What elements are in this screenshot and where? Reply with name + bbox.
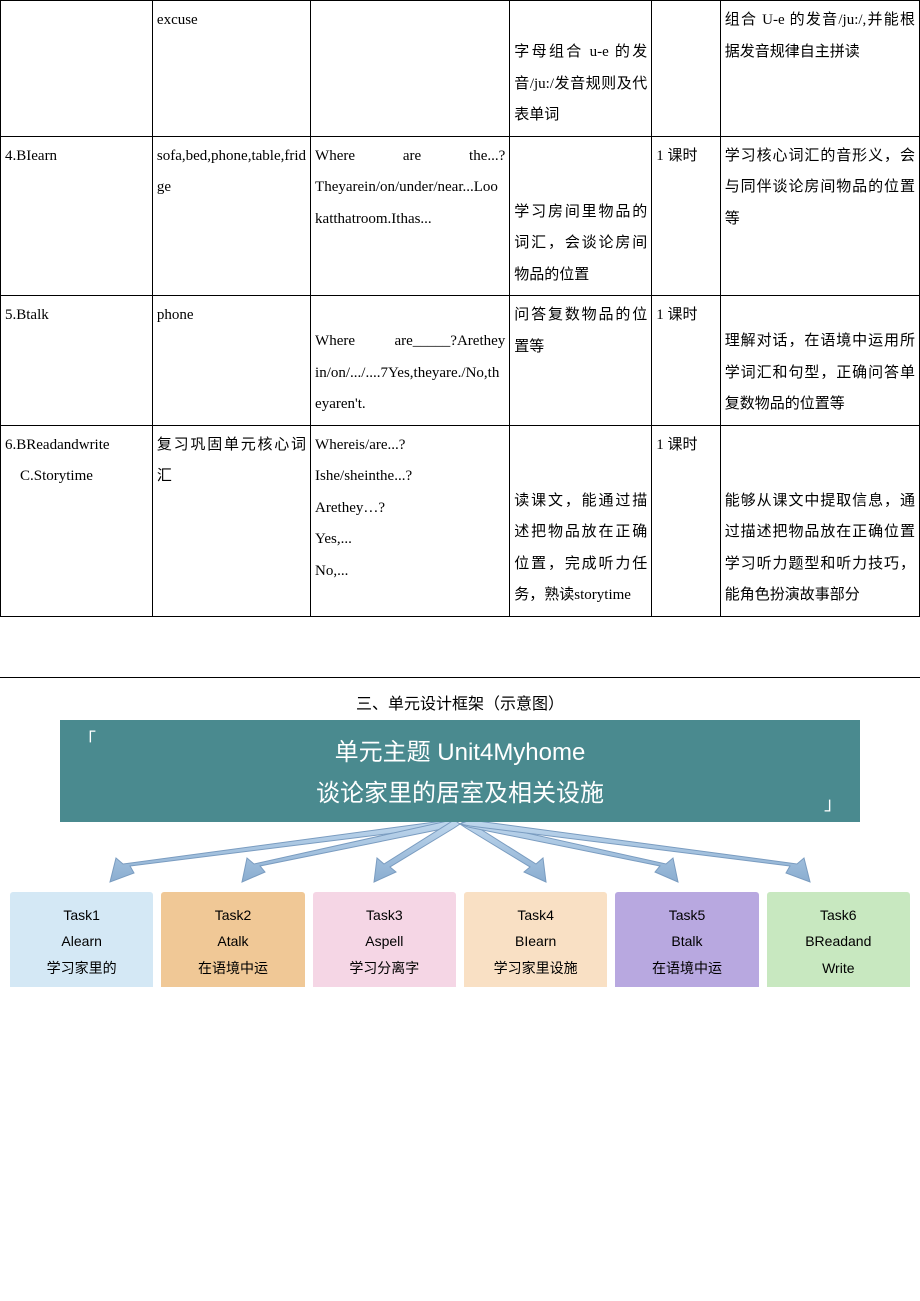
task-desc: 学习家里设施 <box>468 955 603 982</box>
cell: 能够从课文中提取信息，通过描述把物品放在正确位置学习听力题型和听力技巧，能角色扮… <box>720 425 919 616</box>
cell: 字母组合 u-e 的发音/ju:/发音规则及代表单词 <box>510 1 652 137</box>
theme-subtitle: 谈论家里的居室及相关设施 <box>80 773 840 808</box>
arrow-icon <box>242 822 460 882</box>
cell: 6.BReadandwrite C.Storytime <box>1 425 153 616</box>
cell: 5.Btalk <box>1 296 153 426</box>
cell: 1 课时 <box>652 136 720 296</box>
task-title: Task3 <box>317 902 452 929</box>
cell <box>1 1 153 137</box>
cell: phone <box>152 296 310 426</box>
cell: 学习房间里物品的词汇，会谈论房间物品的位置 <box>510 136 652 296</box>
task-sub: Aspell <box>317 928 452 955</box>
cell: 1 课时 <box>652 296 720 426</box>
arrows-svg <box>60 822 860 892</box>
arrow-icon <box>460 822 678 882</box>
cell: Where are_____?Arethey in/on/.../....7Ye… <box>311 296 510 426</box>
task-sub: Atalk <box>165 928 300 955</box>
task-sub: BIearn <box>468 928 603 955</box>
curriculum-table: excuse 字母组合 u-e 的发音/ju:/发音规则及代表单词 组合 U-e… <box>0 0 920 617</box>
corner-bracket-right-icon: 」 <box>824 790 842 816</box>
task-sub: BReadand Write <box>771 928 906 981</box>
task-desc: 学习家里的 <box>14 955 149 982</box>
cell: sofa,bed,phone,table,fridge <box>152 136 310 296</box>
table-body: excuse 字母组合 u-e 的发音/ju:/发音规则及代表单词 组合 U-e… <box>1 1 920 617</box>
cell: Whereis/are...? Ishe/sheinthe...? Arethe… <box>311 425 510 616</box>
table-row: 6.BReadandwrite C.Storytime 复习巩固单元核心词汇 W… <box>1 425 920 616</box>
table-row: 4.BIearn sofa,bed,phone,table,fridge Whe… <box>1 136 920 296</box>
task-box: Task3Aspell学习分离字 <box>313 892 456 988</box>
task-title: Task5 <box>619 902 754 929</box>
task-box: Task5Btalk在语境中运 <box>615 892 758 988</box>
corner-bracket-left-icon: 「 <box>78 726 96 752</box>
cell: 学习核心词汇的音形义，会与同伴谈论房间物品的位置等 <box>720 136 919 296</box>
task-desc: 在语境中运 <box>165 955 300 982</box>
cell: Where are the...?Theyarein/on/under/near… <box>311 136 510 296</box>
task-title: Task1 <box>14 902 149 929</box>
theme-box: 「 单元主题 Unit4Myhome 谈论家里的居室及相关设施 」 <box>60 720 860 822</box>
task-title: Task4 <box>468 902 603 929</box>
cell: 组合 U-e 的发音/ju:/,并能根据发音规律自主拼读 <box>720 1 919 137</box>
task-sub: Alearn <box>14 928 149 955</box>
arrows-container <box>60 822 860 892</box>
cell: 理解对话，在语境中运用所学词汇和句型，正确问答单复数物品的位置等 <box>720 296 919 426</box>
task-box: Task4BIearn学习家里设施 <box>464 892 607 988</box>
task-desc: 在语境中运 <box>619 955 754 982</box>
cell: excuse <box>152 1 310 137</box>
task-box: Task6BReadand Write <box>767 892 910 988</box>
task-box: Task2Atalk在语境中运 <box>161 892 304 988</box>
cell: 问答复数物品的位置等 <box>510 296 652 426</box>
cell: 读课文，能通过描述把物品放在正确位置，完成听力任务，熟读storytime <box>510 425 652 616</box>
task-sub: Btalk <box>619 928 754 955</box>
task-desc: 学习分离字 <box>317 955 452 982</box>
cell: 1 课时 <box>652 425 720 616</box>
section-title: 三、单元设计框架（示意图） <box>0 678 920 720</box>
cell: 4.BIearn <box>1 136 153 296</box>
table-row: excuse 字母组合 u-e 的发音/ju:/发音规则及代表单词 组合 U-e… <box>1 1 920 137</box>
cell: 复习巩固单元核心词汇 <box>152 425 310 616</box>
task-title: Task2 <box>165 902 300 929</box>
table-row: 5.Btalk phone Where are_____?Arethey in/… <box>1 296 920 426</box>
task-title: Task6 <box>771 902 906 929</box>
cell <box>652 1 720 137</box>
theme-title: 单元主题 Unit4Myhome <box>80 732 840 767</box>
task-box: Task1Alearn学习家里的 <box>10 892 153 988</box>
tasks-row: Task1Alearn学习家里的Task2Atalk在语境中运Task3Aspe… <box>10 892 910 988</box>
cell <box>311 1 510 137</box>
